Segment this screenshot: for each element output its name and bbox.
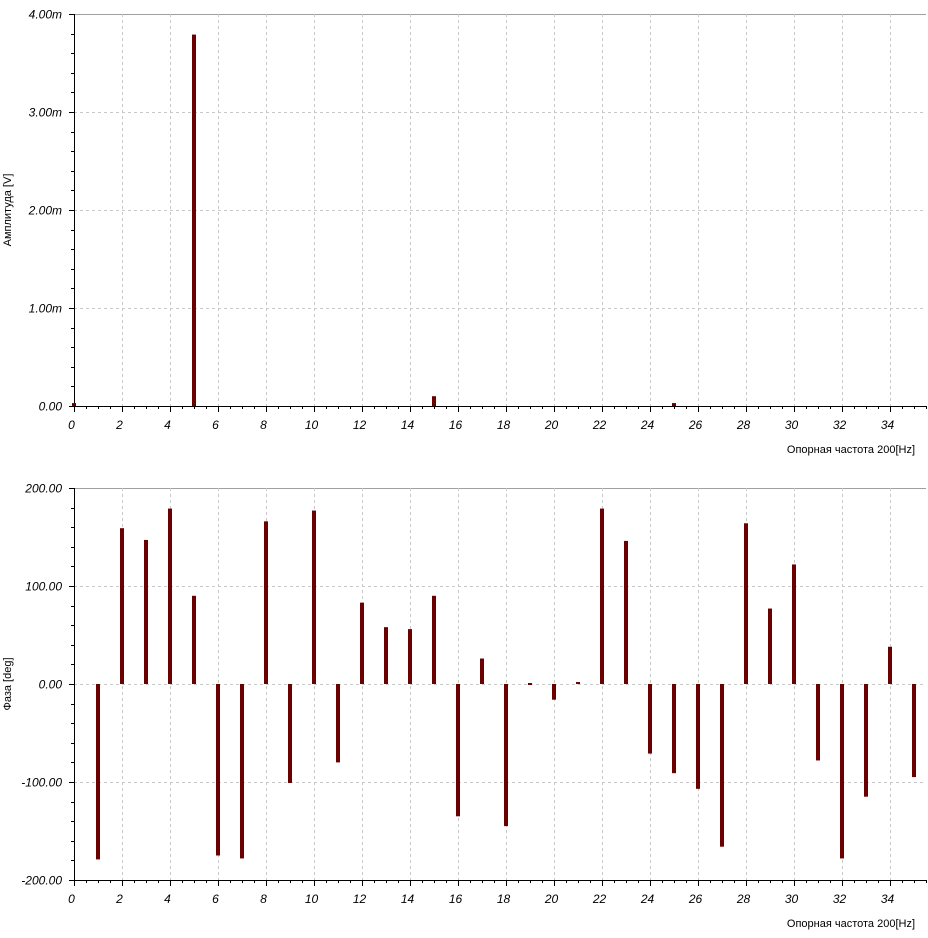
amp-x-tick-label: 2: [115, 418, 123, 432]
phase-bar: [888, 646, 892, 684]
phase-bar: [600, 508, 604, 684]
phase-x-tick-label: 16: [449, 892, 463, 906]
amp-bar: [432, 396, 436, 406]
amp-bar: [72, 403, 76, 406]
phase-y-axis-title: Фаза [deg]: [2, 657, 14, 710]
amp-x-tick-label: 16: [449, 418, 463, 432]
phase-bar: [768, 608, 772, 684]
phase-bar: [240, 684, 244, 859]
phase-bar: [408, 629, 412, 684]
amp-y-tick-label: 3.00m: [29, 106, 62, 120]
amp-y-axis-title: Амплитуда [V]: [2, 174, 14, 247]
phase-bar: [168, 508, 172, 684]
phase-bar: [720, 684, 724, 847]
phase-bar: [456, 684, 460, 817]
phase-bar: [384, 627, 388, 684]
amp-x-tick-label: 0: [68, 418, 75, 432]
amp-y-tick-label: 0.00: [39, 400, 63, 414]
phase-x-tick-label: 24: [640, 892, 655, 906]
phase-x-tick-label: 0: [68, 892, 75, 906]
amp-x-tick-label: 28: [736, 418, 751, 432]
phase-bar: [816, 684, 820, 761]
amp-bar: [672, 403, 676, 406]
phase-bar: [264, 521, 268, 684]
phase-bar: [672, 684, 676, 774]
phase-bar: [336, 684, 340, 763]
amp-x-tick-label: 12: [353, 418, 367, 432]
amp-x-tick-label: 4: [164, 418, 171, 432]
amp-x-tick-label: 22: [592, 418, 607, 432]
phase-x-tick-label: 32: [833, 892, 847, 906]
phase-bar: [216, 684, 220, 856]
amp-x-tick-label: 20: [544, 418, 559, 432]
amp-y-tick-label: 4.00m: [29, 8, 62, 22]
phase-y-tick-label: -100.00: [21, 776, 62, 790]
phase-bar: [624, 540, 628, 684]
phase-bar: [840, 684, 844, 859]
phase-bar: [864, 684, 868, 797]
amp-y-tick-label: 1.00m: [29, 302, 62, 316]
amp-x-axis-title: Опорная частота 200[Hz]: [787, 444, 915, 456]
phase-x-tick-label: 6: [212, 892, 219, 906]
amp-x-tick-label: 8: [260, 418, 267, 432]
phase-x-tick-label: 8: [260, 892, 267, 906]
phase-bar: [360, 602, 364, 684]
amp-x-tick-label: 10: [305, 418, 319, 432]
phase-x-tick-label: 34: [881, 892, 895, 906]
phase-x-tick-label: 12: [353, 892, 367, 906]
phase-bar: [144, 539, 148, 684]
phase-x-tick-label: 22: [592, 892, 607, 906]
amp-x-tick-label: 34: [881, 418, 895, 432]
phase-y-tick-label: 0.00: [39, 678, 63, 692]
phase-bar: [288, 684, 292, 783]
phase-bar: [912, 684, 916, 778]
phase-bar: [192, 595, 196, 684]
phase-x-tick-label: 30: [785, 892, 799, 906]
phase-bar: [480, 658, 484, 684]
phase-x-tick-label: 4: [164, 892, 171, 906]
phase-x-tick-label: 18: [497, 892, 511, 906]
amp-x-tick-label: 14: [401, 418, 415, 432]
phase-bar: [96, 684, 100, 860]
phase-x-axis-title: Опорная частота 200[Hz]: [787, 918, 915, 930]
phase-bar: [552, 684, 556, 700]
phase-x-tick-label: 14: [401, 892, 415, 906]
phase-bar: [696, 684, 700, 789]
amp-x-tick-label: 18: [497, 418, 511, 432]
phase-x-tick-label: 26: [688, 892, 703, 906]
phase-bar: [576, 682, 580, 685]
phase-bar: [312, 510, 316, 684]
phase-y-tick-label: -200.00: [21, 874, 62, 888]
phase-bar: [744, 523, 748, 684]
amp-x-tick-label: 26: [688, 418, 703, 432]
phase-bar: [648, 684, 652, 754]
phase-x-tick-label: 10: [305, 892, 319, 906]
amp-x-tick-label: 6: [212, 418, 219, 432]
phase-x-tick-label: 20: [544, 892, 559, 906]
phase-x-tick-label: 2: [115, 892, 123, 906]
phase-bar: [528, 683, 532, 685]
amp-x-tick-label: 24: [640, 418, 655, 432]
amp-x-tick-label: 30: [785, 418, 799, 432]
phase-x-tick-label: 28: [736, 892, 751, 906]
phase-bar: [432, 595, 436, 684]
amp-y-tick-label: 2.00m: [28, 204, 62, 218]
phase-bar: [792, 564, 796, 684]
phase-y-tick-label: 100.00: [25, 580, 62, 594]
amp-x-tick-label: 32: [833, 418, 847, 432]
phase-bar: [120, 528, 124, 684]
amp-bar: [192, 34, 196, 407]
phase-y-tick-label: 200.00: [24, 482, 62, 496]
phase-bar: [504, 684, 508, 827]
